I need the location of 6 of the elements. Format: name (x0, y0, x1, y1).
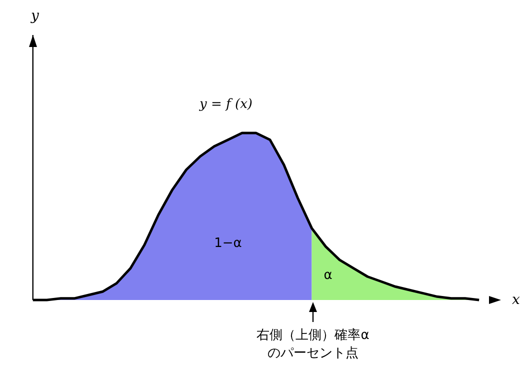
annotation: α (324, 268, 332, 283)
annotation: 1−α (214, 236, 242, 251)
text: 右側（上側）確率α のパーセント点 (256, 327, 370, 361)
text: y = f (x) (198, 97, 252, 112)
text: y (30, 8, 40, 24)
text: x (512, 292, 520, 308)
